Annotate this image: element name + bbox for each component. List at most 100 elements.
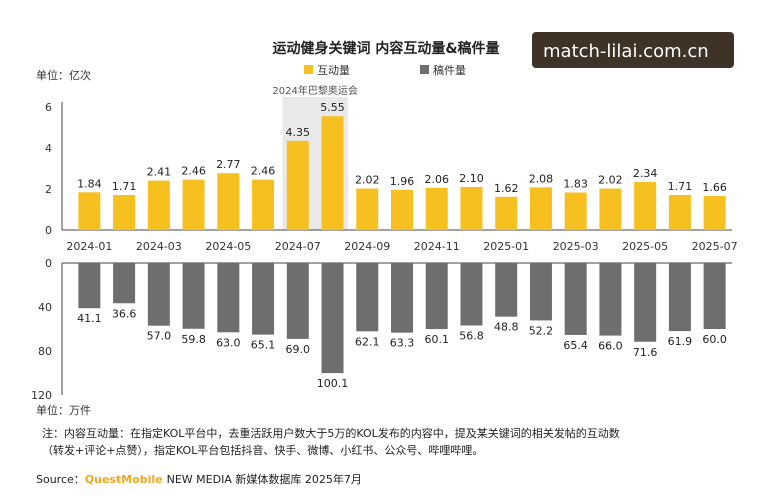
- bottom-y-tick-label: 0: [45, 257, 52, 270]
- interaction-bar: [356, 188, 379, 230]
- interaction-value-label: 2.41: [147, 166, 172, 179]
- interaction-value-label: 1.71: [668, 180, 693, 193]
- article-value-label: 71.6: [633, 346, 658, 359]
- article-value-label: 100.1: [317, 377, 349, 390]
- interaction-value-label: 2.10: [459, 172, 484, 185]
- interaction-value-label: 1.66: [702, 181, 727, 194]
- interaction-value-label: 2.08: [529, 172, 554, 185]
- article-value-label: 41.1: [77, 312, 102, 325]
- article-value-label: 52.2: [529, 324, 554, 337]
- interaction-bar: [286, 140, 309, 230]
- article-bar: [391, 263, 413, 333]
- article-bar: [252, 263, 275, 335]
- article-bar: [529, 263, 552, 321]
- interaction-value-label: 2.46: [181, 165, 206, 178]
- article-bar: [703, 263, 726, 329]
- article-bar: [599, 263, 622, 336]
- interaction-bar: [217, 173, 240, 230]
- legend-swatch-articles: [420, 65, 429, 74]
- watermark: match-lilai.com.cn: [532, 32, 734, 68]
- interaction-value-label: 2.02: [355, 174, 380, 187]
- article-value-label: 69.0: [286, 343, 311, 356]
- interaction-value-label: 1.71: [112, 180, 137, 193]
- article-value-label: 59.8: [181, 333, 206, 346]
- note-line-2: （转发+评论+点赞），指定KOL平台包括抖音、快手、微博、小红书、公众号、哔哩哔…: [42, 443, 483, 457]
- interaction-bar: [182, 179, 205, 230]
- top-y-tick-label: 0: [45, 224, 52, 237]
- interaction-value-label: 5.55: [320, 101, 345, 114]
- article-bar: [668, 263, 691, 332]
- source-brand: QuestMobile: [85, 473, 163, 486]
- olympic-highlight-label: 2024年巴黎奥运会: [272, 84, 357, 97]
- interaction-value-label: 1.84: [77, 177, 102, 190]
- article-value-label: 48.8: [494, 321, 519, 334]
- bottom-y-tick-label: 80: [38, 345, 52, 358]
- interaction-bar: [495, 196, 518, 230]
- article-value-label: 65.4: [563, 339, 588, 352]
- interaction-bar: [147, 180, 170, 230]
- x-tick-label: 2024-01: [66, 240, 112, 253]
- interaction-value-label: 2.06: [424, 173, 449, 186]
- article-bar: [286, 263, 309, 339]
- x-tick-label: 2024-07: [275, 240, 321, 253]
- article-bar: [564, 263, 587, 335]
- article-value-label: 60.0: [702, 333, 727, 346]
- article-bar: [182, 263, 205, 329]
- x-tick-label: 2024-11: [414, 240, 460, 253]
- article-bar: [460, 263, 483, 326]
- interaction-value-label: 1.96: [390, 175, 415, 188]
- interaction-bar: [321, 116, 344, 230]
- article-value-label: 65.1: [251, 339, 276, 352]
- x-tick-label: 2025-01: [483, 240, 529, 253]
- top-y-tick-label: 4: [45, 142, 52, 155]
- article-bar: [147, 263, 170, 326]
- article-value-label: 36.6: [112, 307, 137, 320]
- article-value-label: 60.1: [424, 333, 449, 346]
- interaction-bar: [668, 194, 691, 230]
- article-bar: [634, 263, 657, 342]
- article-bar: [217, 263, 240, 333]
- article-bar: [78, 263, 101, 309]
- interaction-bar: [460, 186, 483, 230]
- x-tick-label: 2024-03: [136, 240, 182, 253]
- article-bar: [425, 263, 448, 330]
- chart-title: 运动健身关键词 内容互动量&稿件量: [272, 40, 499, 57]
- x-tick-label: 2025-03: [553, 240, 599, 253]
- interaction-bar: [599, 188, 622, 230]
- unit-bottom: 单位：万件: [36, 403, 91, 417]
- legend: 互动量 稿件量: [304, 63, 466, 77]
- interaction-value-label: 2.77: [216, 158, 241, 171]
- bottom-bars: 41.1 36.6 57.0 59.8 63.0 65.1 69.0 100.1 62.1 63.…: [77, 263, 727, 390]
- interaction-value-label: 1.83: [563, 177, 588, 190]
- article-bar: [495, 263, 518, 317]
- interaction-value-label: 4.35: [286, 126, 311, 139]
- x-axis-ticks: 2024-01 2024-03 2024-05 2024-07 2024-09 2024-…: [66, 240, 737, 253]
- interaction-bar: [78, 192, 101, 230]
- article-value-label: 63.0: [216, 336, 241, 349]
- interaction-value-label: 2.02: [598, 174, 623, 187]
- article-bar: [356, 263, 379, 332]
- article-value-label: 62.1: [355, 335, 380, 348]
- note-line-1: 注：内容互动量：在指定KOL平台中，去重活跃用户数大于5万的KOL发布的内容中，…: [42, 426, 620, 440]
- interaction-value-label: 2.34: [633, 167, 658, 180]
- legend-swatch-interaction: [304, 65, 313, 74]
- top-y-tick-label: 6: [45, 101, 52, 114]
- article-bar: [321, 263, 344, 374]
- article-value-label: 63.3: [390, 337, 415, 350]
- x-tick-label: 2024-09: [344, 240, 390, 253]
- article-value-label: 56.8: [459, 329, 484, 342]
- x-tick-label: 2025-05: [622, 240, 668, 253]
- interaction-value-label: 2.46: [251, 165, 276, 178]
- legend-label-interaction: 互动量: [317, 64, 350, 77]
- interaction-bar: [634, 182, 657, 230]
- source-label: Source：: [36, 473, 85, 486]
- legend-label-articles: 稿件量: [433, 63, 466, 77]
- unit-top: 单位：亿次: [36, 68, 91, 82]
- article-bar: [113, 263, 136, 304]
- interaction-bar: [391, 189, 413, 230]
- interaction-bar: [252, 179, 275, 230]
- interaction-value-label: 1.62: [494, 182, 519, 195]
- interaction-bar: [703, 195, 726, 230]
- bottom-y-tick-label: 120: [31, 389, 52, 402]
